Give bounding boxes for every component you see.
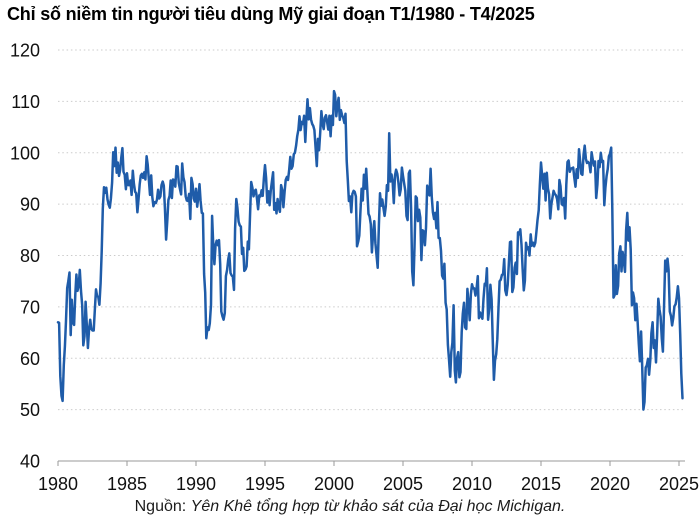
consumer-sentiment-line-chart: 40 50 60 70 80 90 100 110 120 1980 1985 1990 1995 200… [10,41,699,495]
x-axis-tick-label: 2015 [521,474,561,494]
y-axis-tick-label: 60 [20,349,40,369]
x-axis-tick-label: 2010 [452,474,492,494]
y-axis-tick-label: 70 [20,297,40,317]
y-axis-tick-label: 80 [20,246,40,266]
source-text: Yên Khê tổng hợp từ khảo sát của Đại học… [190,498,566,515]
x-axis-tick-label: 1985 [107,474,147,494]
y-axis-tick-label: 40 [20,452,40,472]
x-axis-tick-label: 2025 [659,474,699,494]
y-axis-tick-label: 110 [11,92,40,112]
sentiment-series-line [56,89,684,411]
x-axis-tick-label: 2005 [383,474,423,494]
source-note: Nguồn: Yên Khê tổng hợp từ khảo sát của … [0,498,700,516]
y-axis-tick-label: 100 [10,143,40,163]
source-prefix: Nguồn: [134,498,187,515]
chart-title: Chỉ số niềm tin người tiêu dùng Mỹ giai … [7,4,535,24]
x-axis-tick-label: 2000 [314,474,354,494]
x-axis-tick-label: 1990 [176,474,216,494]
y-axis-tick-label: 90 [20,195,40,215]
y-axis-tick-label: 120 [10,41,40,61]
y-axis-tick-label: 50 [20,400,40,420]
x-axis-tick-label: 1980 [38,474,78,494]
x-axis-tick-label: 2020 [590,474,630,494]
x-axis-tick-label: 1995 [245,474,285,494]
